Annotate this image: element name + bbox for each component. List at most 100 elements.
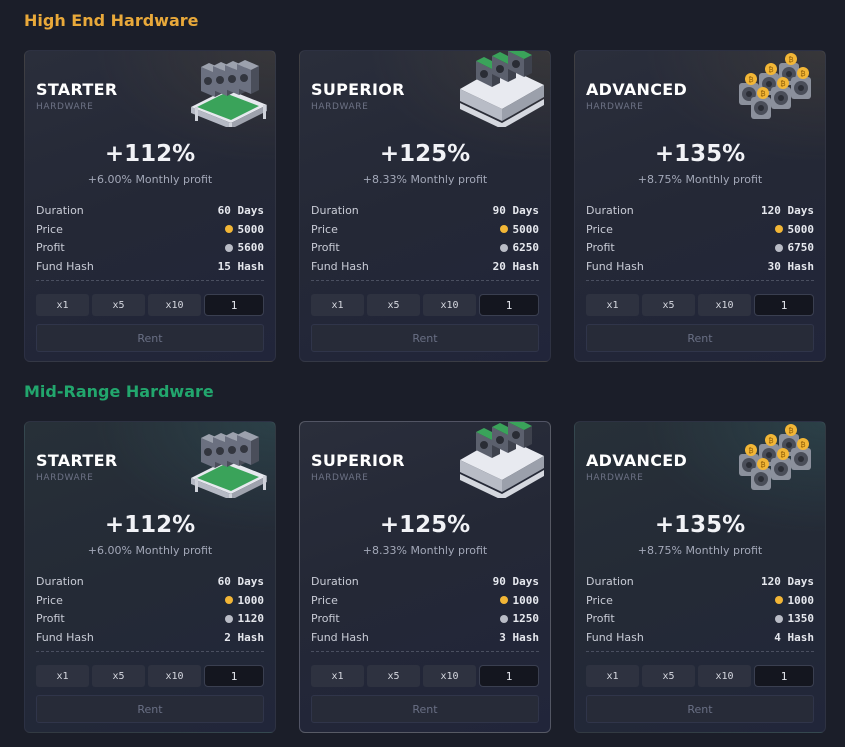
monthly-profit: +8.75% Monthly profit [637, 173, 763, 186]
quantity-controls: x1 x5 x10 1 [36, 665, 264, 687]
gold-coin-icon [224, 596, 233, 605]
quantity-input[interactable]: 1 [754, 665, 814, 687]
qty-x1-button[interactable]: x1 [36, 294, 89, 316]
hash-row: Fund Hash 4 Hash [586, 628, 814, 647]
hash-label: Fund Hash [36, 259, 94, 273]
qty-x10-button[interactable]: x10 [698, 294, 751, 316]
card-title: SUPERIOR [311, 80, 405, 99]
monthly-profit: +6.00% Monthly profit [87, 544, 213, 557]
svg-text:₿: ₿ [800, 70, 805, 78]
hash-row: Fund Hash 30 Hash [586, 257, 814, 276]
divider [311, 280, 539, 281]
profit-value-wrap: 5600 [224, 241, 265, 255]
hardware-card-superior: SUPERIOR HARDWARE +125% +8.33% Monthly p… [299, 50, 551, 362]
qty-x1-button[interactable]: x1 [36, 665, 89, 687]
duration-value: 60 Days [217, 574, 264, 588]
hash-label: Fund Hash [36, 630, 94, 644]
qty-x5-button[interactable]: x5 [92, 665, 145, 687]
qty-x5-button[interactable]: x5 [642, 665, 695, 687]
qty-x5-button[interactable]: x5 [92, 294, 145, 316]
card-details: Duration 60 Days Price 5000 Profit 5600 … [36, 201, 264, 276]
price-value: 5000 [237, 222, 265, 236]
card-title: ADVANCED [586, 80, 688, 99]
qty-x10-button[interactable]: x10 [148, 294, 201, 316]
price-row: Price 5000 [311, 220, 539, 239]
hash-value: 30 Hash [767, 259, 814, 273]
card-subtitle: HARDWARE [311, 102, 369, 112]
rent-button[interactable]: Rent [586, 324, 814, 352]
duration-label: Duration [586, 574, 634, 588]
svg-text:₿: ₿ [788, 427, 793, 435]
profit-value-wrap: 6750 [774, 241, 814, 254]
qty-x5-button[interactable]: x5 [367, 294, 420, 316]
qty-x1-button[interactable]: x1 [311, 665, 364, 687]
card-title: ADVANCED [586, 451, 688, 470]
qty-x10-button[interactable]: x10 [698, 665, 751, 687]
duration-label: Duration [311, 574, 359, 588]
quantity-input[interactable]: 1 [754, 294, 814, 316]
qty-x5-button[interactable]: x5 [642, 294, 695, 316]
duration-row: Duration 120 Days [586, 201, 814, 220]
qty-x10-button[interactable]: x10 [148, 665, 201, 687]
hash-row: Fund Hash 15 Hash [36, 257, 264, 276]
price-row: Price 5000 [586, 220, 814, 239]
svg-text:₿: ₿ [748, 76, 753, 84]
price-value-wrap: 1000 [774, 594, 814, 607]
profit-value: 1350 [787, 612, 815, 626]
hardware-card-superior: SUPERIOR HARDWARE +125% +8.33% Monthly p… [299, 421, 551, 733]
quantity-input[interactable]: 1 [204, 665, 264, 687]
price-value-wrap: 5000 [224, 222, 265, 236]
duration-label: Duration [586, 203, 634, 217]
monthly-profit: +6.00% Monthly profit [87, 173, 213, 186]
rent-button[interactable]: Rent [36, 695, 264, 723]
profit-row: Profit 6250 [311, 238, 539, 257]
quantity-input[interactable]: 1 [479, 665, 539, 687]
monthly-profit: +8.33% Monthly profit [362, 544, 488, 557]
qty-x10-button[interactable]: x10 [423, 665, 476, 687]
monthly-profit: +8.75% Monthly profit [637, 544, 763, 557]
qty-x10-button[interactable]: x10 [423, 294, 476, 316]
qty-x1-button[interactable]: x1 [311, 294, 364, 316]
card-details: Duration 90 Days Price 1000 Profit 1250 … [311, 572, 539, 647]
card-details: Duration 60 Days Price 1000 Profit 1120 … [36, 572, 264, 647]
monthly-profit: +8.33% Monthly profit [362, 173, 488, 186]
quantity-controls: x1 x5 x10 1 [586, 294, 814, 316]
duration-row: Duration 120 Days [586, 572, 814, 591]
silver-coin-icon [499, 243, 508, 252]
divider [586, 280, 814, 281]
rent-button[interactable]: Rent [311, 324, 539, 352]
rent-button[interactable]: Rent [311, 695, 539, 723]
profit-label: Profit [311, 241, 340, 255]
profit-label: Profit [311, 612, 340, 626]
hash-value: 3 Hash [499, 630, 539, 644]
profit-value: 5600 [237, 241, 265, 255]
qty-x5-button[interactable]: x5 [367, 665, 420, 687]
profit-value-wrap: 1120 [224, 612, 264, 625]
svg-text:₿: ₿ [788, 56, 793, 64]
card-details: Duration 90 Days Price 5000 Profit 6250 … [311, 201, 539, 276]
rent-button[interactable]: Rent [586, 695, 814, 723]
quantity-controls: x1 x5 x10 1 [586, 665, 814, 687]
price-label: Price [36, 593, 63, 607]
profit-value: 6250 [512, 241, 540, 255]
card-subtitle: HARDWARE [311, 473, 369, 483]
quantity-controls: x1 x5 x10 1 [311, 294, 539, 316]
quantity-input[interactable]: 1 [204, 294, 264, 316]
hash-value: 15 Hash [217, 259, 264, 273]
profit-row: Profit 1350 [586, 609, 814, 628]
price-value: 1000 [237, 593, 265, 607]
rent-button[interactable]: Rent [36, 324, 264, 352]
card-details: Duration 120 Days Price 5000 Profit 6750… [586, 201, 814, 276]
price-value-wrap: 1000 [224, 593, 265, 607]
total-return: +135% [654, 512, 746, 538]
price-value: 1000 [512, 593, 540, 607]
card-subtitle: HARDWARE [586, 473, 644, 483]
qty-x1-button[interactable]: x1 [586, 294, 639, 316]
qty-x1-button[interactable]: x1 [586, 665, 639, 687]
duration-value: 90 Days [492, 203, 539, 217]
price-label: Price [311, 593, 338, 607]
price-value: 5000 [512, 222, 540, 236]
quantity-input[interactable]: 1 [479, 294, 539, 316]
silver-coin-icon [774, 243, 783, 252]
profit-label: Profit [586, 612, 615, 626]
